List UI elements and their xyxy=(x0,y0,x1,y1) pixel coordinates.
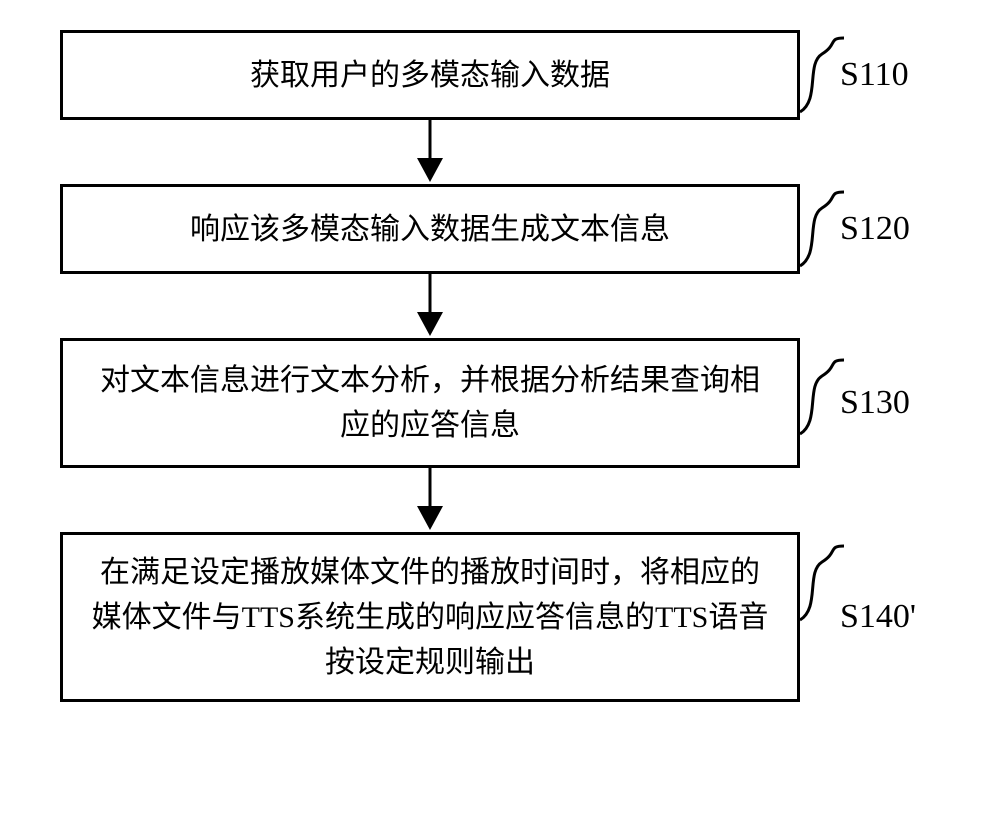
flow-arrow xyxy=(60,468,800,532)
step-text: 在满足设定播放媒体文件的播放时间时，将相应的媒体文件与TTS系统生成的响应应答信… xyxy=(87,550,773,685)
step-label: S110 xyxy=(840,56,909,94)
flow-arrow xyxy=(60,274,800,338)
label-connector xyxy=(798,544,846,622)
step-text: 获取用户的多模态输入数据 xyxy=(250,53,610,98)
label-connector xyxy=(798,36,846,114)
step-text: 响应该多模态输入数据生成文本信息 xyxy=(190,207,670,252)
step-label: S120 xyxy=(840,210,910,248)
step-label: S130 xyxy=(840,384,910,422)
step-box: 对文本信息进行文本分析，并根据分析结果查询相应的应答信息 xyxy=(60,338,800,468)
label-connector xyxy=(798,358,846,436)
step-box: 在满足设定播放媒体文件的播放时间时，将相应的媒体文件与TTS系统生成的响应应答信… xyxy=(60,532,800,702)
flow-step: 响应该多模态输入数据生成文本信息 S120 xyxy=(60,184,940,274)
step-box: 响应该多模态输入数据生成文本信息 xyxy=(60,184,800,274)
flow-step: 在满足设定播放媒体文件的播放时间时，将相应的媒体文件与TTS系统生成的响应应答信… xyxy=(60,532,940,702)
step-label: S140' xyxy=(840,598,916,636)
flow-step: 对文本信息进行文本分析，并根据分析结果查询相应的应答信息 S130 xyxy=(60,338,940,468)
label-connector xyxy=(798,190,846,268)
flowchart: 获取用户的多模态输入数据 S110 响应该多模态输入数据生成文本信息 S120 … xyxy=(60,30,940,702)
step-text: 对文本信息进行文本分析，并根据分析结果查询相应的应答信息 xyxy=(87,358,773,448)
step-box: 获取用户的多模态输入数据 xyxy=(60,30,800,120)
flow-step: 获取用户的多模态输入数据 S110 xyxy=(60,30,940,120)
flow-arrow xyxy=(60,120,800,184)
